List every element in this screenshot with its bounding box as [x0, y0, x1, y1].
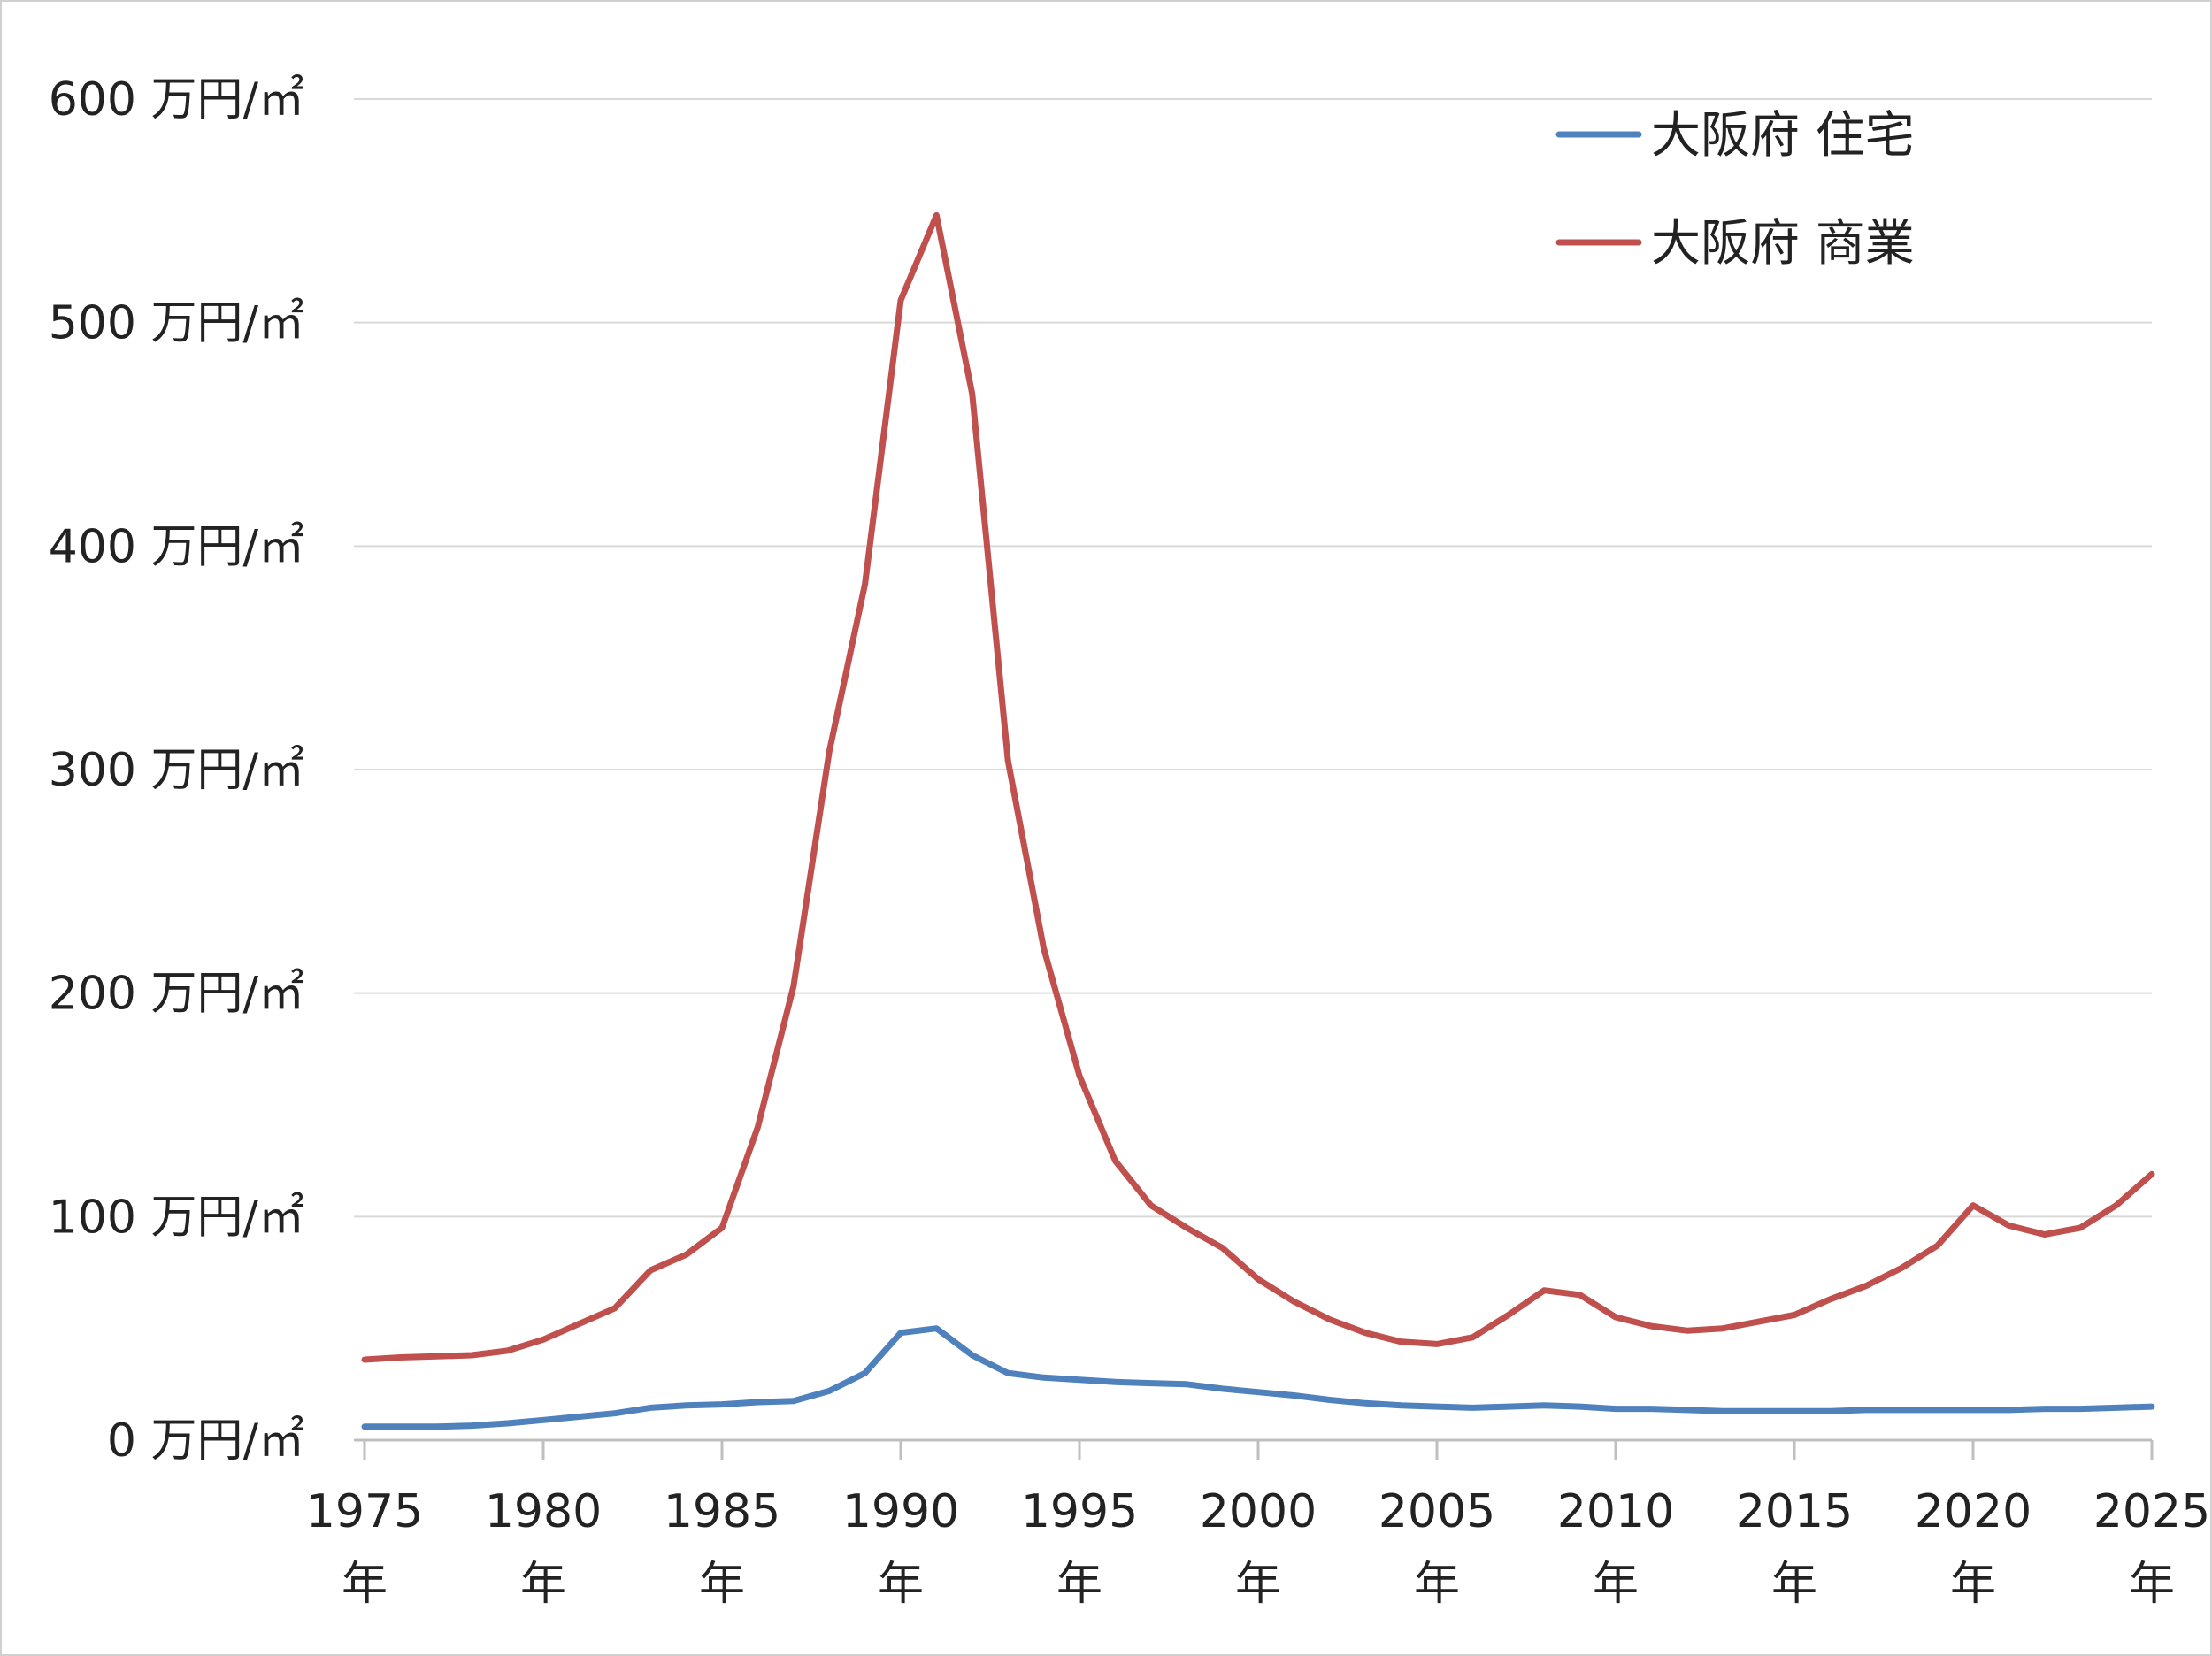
x-tick-unit-label: 年	[1235, 1558, 1281, 1611]
x-tick-label: 1985	[664, 1485, 780, 1538]
y-axis: 0 万円/㎡ 100 万円/㎡ 200 万円/㎡ 300 万円/㎡ 400 万円/㎡ 50…	[49, 73, 304, 1468]
series-line-1	[361, 1325, 2155, 1430]
x-tick-label: 2000	[1200, 1485, 1317, 1538]
x-tick-unit-label: 年	[1771, 1558, 1817, 1611]
x-axis-labels: 1975 年 1980 年 1985 年 1990 年 1995 年 2000 年 2005 年 2010 年…	[306, 1485, 2210, 1611]
x-tick-label: 2025	[2093, 1485, 2210, 1538]
y-tick-label: 100 万円/㎡	[49, 1191, 304, 1244]
series-line-2	[361, 211, 2155, 1363]
y-tick-label: 400 万円/㎡	[49, 520, 304, 573]
legend-label: 大阪府 商業	[1651, 215, 1915, 272]
x-tick-unit-label: 年	[699, 1558, 745, 1611]
legend-label: 大阪府 住宅	[1651, 107, 1915, 165]
x-tick-unit-label: 年	[1950, 1558, 1996, 1611]
series-lines	[361, 211, 2155, 1430]
x-tick-unit-label: 年	[2129, 1558, 2175, 1611]
y-tick-label: 600 万円/㎡	[49, 73, 304, 126]
x-tick-label: 1980	[485, 1485, 602, 1538]
x-tick-label: 1995	[1021, 1485, 1138, 1538]
y-tick-label: 500 万円/㎡	[49, 297, 304, 350]
x-tick-unit-label: 年	[1056, 1558, 1102, 1611]
gridlines	[354, 98, 2152, 1218]
y-tick-label: 200 万円/㎡	[49, 968, 304, 1021]
y-tick-label: 0 万円/㎡	[107, 1414, 304, 1468]
x-axis	[354, 1438, 2154, 1460]
x-tick-label: 1990	[842, 1485, 959, 1538]
x-tick-unit-label: 年	[342, 1558, 388, 1611]
x-tick-label: 1975	[306, 1485, 423, 1538]
x-tick-unit-label: 年	[1414, 1558, 1460, 1611]
y-tick-label: 300 万円/㎡	[49, 744, 304, 797]
x-tick-label: 2010	[1557, 1485, 1674, 1538]
x-tick-unit-label: 年	[1593, 1558, 1639, 1611]
x-tick-label: 2005	[1379, 1485, 1495, 1538]
x-tick-unit-label: 年	[520, 1558, 566, 1611]
x-tick-label: 2015	[1736, 1485, 1853, 1538]
x-tick-unit-label: 年	[878, 1558, 924, 1611]
x-tick-label: 2020	[1915, 1485, 2032, 1538]
